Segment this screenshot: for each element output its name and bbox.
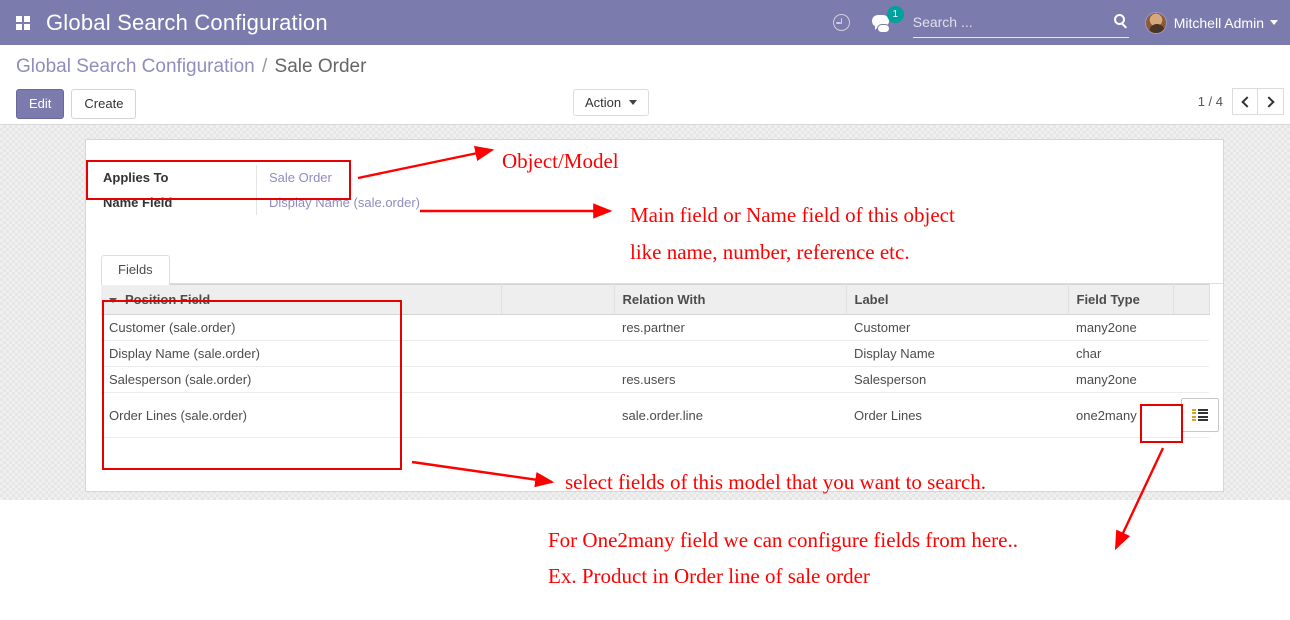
table-row[interactable]: Order Lines (sale.order) sale.order.line… (101, 392, 1219, 438)
applies-to-value[interactable]: Sale Order (256, 165, 621, 190)
name-field-label: Name Field (103, 195, 173, 210)
activity-menu-button[interactable] (825, 0, 859, 45)
cell-blank (501, 366, 614, 393)
configure-subfields-button[interactable] (1181, 398, 1219, 432)
navbar-right-group: 1 Mitchell Admin (825, 0, 1290, 45)
action-label: Action (585, 95, 622, 110)
form-fields: Applies To Sale Order Name Field Display… (101, 165, 621, 215)
cell-field-type: char (1068, 340, 1173, 367)
cell-position-field: Salesperson (sale.order) (101, 366, 501, 393)
cell-field-type: many2one (1068, 314, 1173, 341)
cell-relation-with: res.partner (614, 314, 846, 341)
chevron-right-icon (1263, 95, 1275, 108)
messaging-menu-button[interactable]: 1 (859, 0, 905, 45)
cell-position-field: Order Lines (sale.order) (101, 392, 501, 438)
cell-relation-with: sale.order.line (614, 392, 846, 438)
name-field-value[interactable]: Display Name (sale.order) (256, 190, 621, 215)
messaging-badge: 1 (886, 6, 904, 23)
global-search[interactable] (912, 8, 1129, 38)
clock-icon (833, 14, 851, 31)
user-menu[interactable]: Mitchell Admin (1139, 0, 1290, 45)
cell-relation-with (614, 340, 846, 367)
column-header-label[interactable]: Label (846, 284, 1069, 315)
breadcrumb-current: Sale Order (274, 56, 367, 77)
form-row-name-field: Name Field Display Name (sale.order) (101, 190, 621, 215)
cell-position-field: Customer (sale.order) (101, 314, 501, 341)
cell-blank (501, 314, 614, 341)
cell-relation-with: res.users (614, 366, 846, 393)
tab-fields[interactable]: Fields (101, 255, 170, 285)
cell-label: Order Lines (846, 392, 1068, 438)
cell-label: Display Name (846, 340, 1068, 367)
table-row[interactable]: Display Name (sale.order) Display Name c… (101, 340, 1209, 367)
cell-blank (501, 340, 614, 367)
notebook: Fields Position Field Relation With Labe… (101, 255, 1223, 476)
table-row[interactable]: Salesperson (sale.order) res.users Sales… (101, 366, 1209, 393)
applies-to-label: Applies To (103, 170, 169, 185)
control-panel: Global Search Configuration / Sale Order… (0, 45, 1290, 125)
top-navbar: Global Search Configuration 1 Mitchell A… (0, 0, 1290, 45)
pager-count: 1 / 4 (1197, 94, 1223, 109)
column-header-actions (1173, 284, 1210, 315)
table-header-row: Position Field Relation With Label Field… (101, 284, 1210, 315)
cell-actions (1173, 392, 1219, 438)
cell-label: Customer (846, 314, 1068, 341)
pager: 1 / 4 (1198, 88, 1284, 115)
chevron-down-icon (629, 100, 638, 105)
user-name: Mitchell Admin (1173, 14, 1264, 31)
sort-descending-icon (109, 298, 117, 304)
cell-actions (1173, 366, 1209, 393)
column-header-blank (501, 284, 615, 315)
list-view-icon (1192, 408, 1208, 422)
breadcrumb-separator: / (261, 56, 268, 77)
chat-bubble-secondary-icon (876, 24, 890, 33)
column-header-relation-with[interactable]: Relation With (614, 284, 847, 315)
action-dropdown-button[interactable]: Action (573, 89, 650, 116)
create-button[interactable]: Create (71, 89, 137, 119)
breadcrumb-root[interactable]: Global Search Configuration (16, 56, 255, 77)
fields-table-body: Customer (sale.order) res.partner Custom… (101, 314, 1219, 476)
chevron-down-icon (1270, 20, 1278, 25)
cell-actions (1173, 340, 1209, 367)
apps-menu-button[interactable] (0, 15, 46, 30)
cell-field-type: one2many (1068, 392, 1173, 438)
cell-field-type: many2one (1068, 366, 1173, 393)
search-icon[interactable] (1113, 13, 1125, 25)
column-header-field-type[interactable]: Field Type (1068, 284, 1174, 315)
fields-table: Position Field Relation With Label Field… (101, 284, 1219, 476)
navbar-title: Global Search Configuration (46, 9, 328, 35)
apps-grid-icon (16, 15, 30, 30)
notebook-tabs: Fields (101, 255, 1223, 285)
column-header-position-field[interactable]: Position Field (101, 284, 502, 315)
form-sheet: Applies To Sale Order Name Field Display… (85, 139, 1224, 492)
form-buttons: Edit Create (16, 89, 137, 119)
cell-label: Salesperson (846, 366, 1068, 393)
breadcrumb: Global Search Configuration / Sale Order (16, 56, 366, 78)
cell-blank (501, 392, 614, 438)
table-empty-row[interactable] (101, 438, 1209, 476)
chevron-left-icon (1240, 95, 1253, 108)
form-row-applies-to: Applies To Sale Order (101, 165, 621, 190)
column-header-position-field-label: Position Field (125, 292, 211, 307)
avatar (1144, 11, 1167, 34)
cell-actions (1173, 314, 1209, 341)
search-input[interactable] (912, 14, 1093, 30)
edit-button[interactable]: Edit (16, 89, 65, 119)
footer-area (0, 500, 1290, 620)
pager-previous-button[interactable] (1232, 88, 1258, 115)
pager-next-button[interactable] (1258, 88, 1284, 115)
table-row[interactable]: Customer (sale.order) res.partner Custom… (101, 314, 1209, 341)
cell-position-field: Display Name (sale.order) (101, 340, 501, 367)
